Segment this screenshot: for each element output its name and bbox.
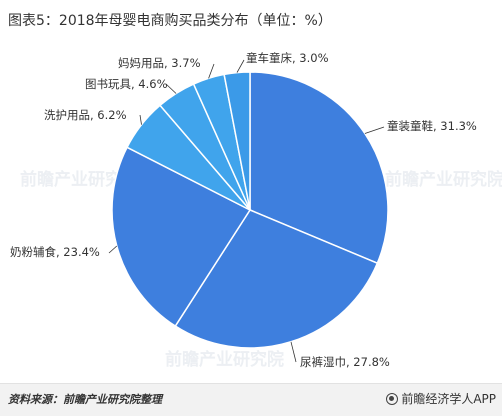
- pie-slice-3: [111, 146, 252, 328]
- leader-line-7: [236, 59, 245, 73]
- footer-bar: 资料来源：前瞻产业研究院整理 前瞻经济学人APP: [0, 383, 502, 416]
- leader-line-6: [208, 63, 215, 79]
- leader-line-2: [290, 341, 297, 363]
- data-label-1: 童装童鞋, 31.3%: [387, 119, 477, 133]
- brand-mark: 前瞻经济学人APP: [386, 390, 496, 407]
- leader-line-3: [108, 245, 118, 254]
- data-label-6: 妈妈用品, 3.7%: [118, 56, 201, 70]
- pie-chart: 童装童鞋, 31.3% 尿裤湿巾, 27.8% 奶粉辅食, 23.4% 洗护用品, 6…: [10, 51, 477, 369]
- data-label-4: 洗护用品, 6.2%: [44, 108, 127, 122]
- leader-line-4: [139, 114, 142, 125]
- chart-title: 图表5：2018年母婴电商购买品类分布（单位：%）: [8, 13, 332, 29]
- pie-slice-7: [223, 71, 251, 211]
- leader-lines: [108, 59, 385, 363]
- brand-name: 前瞻经济学人APP: [401, 392, 496, 406]
- pie-slice-1: [249, 71, 389, 265]
- brand-logo-icon: [386, 392, 399, 405]
- pie-slice-2: [174, 209, 379, 349]
- data-label-3: 奶粉辅食, 23.4%: [10, 245, 100, 259]
- data-label-7: 童车童床, 3.0%: [246, 51, 329, 65]
- source-note: 资料来源：前瞻产业研究院整理: [8, 393, 162, 406]
- leader-line-5: [165, 83, 177, 94]
- data-labels: 童装童鞋, 31.3% 尿裤湿巾, 27.8% 奶粉辅食, 23.4% 洗护用品, 6…: [10, 51, 477, 369]
- leader-line-1: [364, 126, 385, 134]
- data-label-2: 尿裤湿巾, 27.8%: [300, 355, 390, 369]
- data-label-5: 图书玩具, 4.6%: [85, 77, 168, 91]
- pie-slices: [111, 71, 389, 349]
